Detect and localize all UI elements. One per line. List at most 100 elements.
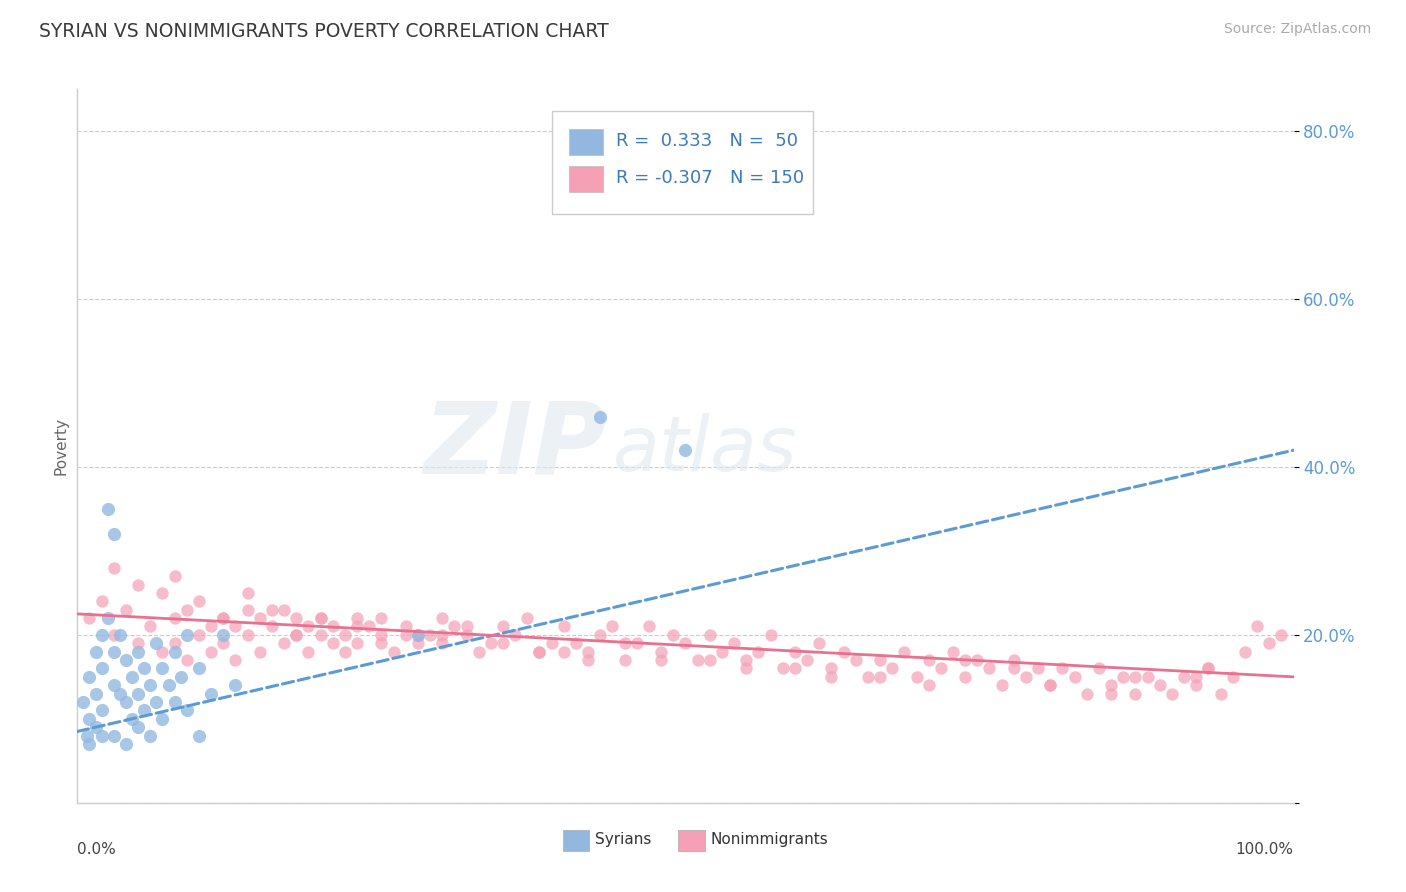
Point: [72, 695, 94, 709]
Point: [710, 645, 733, 659]
Point: [406, 636, 429, 650]
Point: [115, 695, 138, 709]
Point: [84, 720, 107, 734]
Point: [747, 645, 769, 659]
Point: [675, 636, 697, 650]
Point: [1125, 670, 1147, 684]
Point: [832, 645, 855, 659]
Point: [1258, 636, 1281, 650]
Point: [79, 611, 101, 625]
Point: [675, 443, 697, 458]
Point: [1125, 687, 1147, 701]
Point: [176, 653, 198, 667]
Point: [212, 611, 235, 625]
Point: [430, 636, 453, 650]
Point: [869, 670, 891, 684]
Text: Syrians: Syrians: [595, 832, 652, 847]
Point: [1185, 670, 1208, 684]
Point: [735, 653, 758, 667]
Point: [1149, 678, 1171, 692]
Point: [285, 628, 308, 642]
FancyBboxPatch shape: [568, 129, 603, 155]
Point: [650, 645, 672, 659]
Point: [260, 603, 283, 617]
Point: [699, 653, 721, 667]
Point: [1099, 687, 1122, 701]
Point: [127, 636, 149, 650]
Point: [79, 712, 101, 726]
Point: [1270, 628, 1292, 642]
Point: [134, 661, 156, 675]
Point: [856, 670, 879, 684]
Point: [1222, 670, 1244, 684]
Text: SYRIAN VS NONIMMIGRANTS POVERTY CORRELATION CHART: SYRIAN VS NONIMMIGRANTS POVERTY CORRELAT…: [39, 22, 609, 41]
Point: [479, 636, 502, 650]
FancyBboxPatch shape: [678, 830, 704, 851]
Point: [127, 577, 149, 591]
Point: [103, 628, 125, 642]
Point: [84, 645, 107, 659]
Point: [492, 619, 515, 633]
Point: [79, 670, 101, 684]
Point: [236, 603, 259, 617]
Point: [152, 661, 174, 675]
Point: [163, 611, 186, 625]
Point: [90, 703, 112, 717]
Point: [1099, 678, 1122, 692]
Point: [297, 619, 319, 633]
Point: [1197, 661, 1219, 675]
Point: [1185, 678, 1208, 692]
Point: [79, 737, 101, 751]
Point: [516, 611, 538, 625]
Point: [139, 729, 162, 743]
Text: atlas: atlas: [613, 413, 797, 486]
Point: [529, 645, 551, 659]
Point: [370, 636, 392, 650]
Point: [918, 678, 941, 692]
Point: [115, 737, 138, 751]
Point: [845, 653, 868, 667]
Point: [553, 619, 575, 633]
Point: [456, 619, 478, 633]
Point: [103, 527, 125, 541]
Point: [139, 678, 162, 692]
Point: [84, 687, 107, 701]
Point: [723, 636, 745, 650]
Point: [1002, 653, 1025, 667]
Point: [115, 653, 138, 667]
Point: [893, 645, 915, 659]
Point: [152, 645, 174, 659]
Point: [157, 678, 180, 692]
Point: [297, 645, 319, 659]
Point: [1233, 645, 1256, 659]
Point: [188, 594, 211, 608]
Point: [212, 628, 235, 642]
Point: [134, 703, 156, 717]
FancyBboxPatch shape: [568, 166, 603, 192]
Point: [200, 645, 222, 659]
Point: [127, 687, 149, 701]
Point: [419, 628, 441, 642]
Point: [613, 636, 636, 650]
Point: [127, 645, 149, 659]
Point: [97, 611, 120, 625]
Point: [576, 645, 599, 659]
Text: R =  0.333   N =  50: R = 0.333 N = 50: [616, 132, 799, 150]
Point: [103, 645, 125, 659]
Point: [1173, 670, 1195, 684]
Point: [285, 628, 308, 642]
Point: [127, 720, 149, 734]
Point: [735, 661, 758, 675]
FancyBboxPatch shape: [562, 830, 589, 851]
Point: [224, 653, 246, 667]
Point: [145, 695, 167, 709]
Point: [163, 636, 186, 650]
Point: [103, 560, 125, 574]
Point: [97, 502, 120, 516]
Point: [139, 619, 162, 633]
Point: [121, 670, 143, 684]
Point: [529, 645, 551, 659]
Point: [382, 645, 405, 659]
Point: [430, 628, 453, 642]
FancyBboxPatch shape: [551, 111, 813, 214]
